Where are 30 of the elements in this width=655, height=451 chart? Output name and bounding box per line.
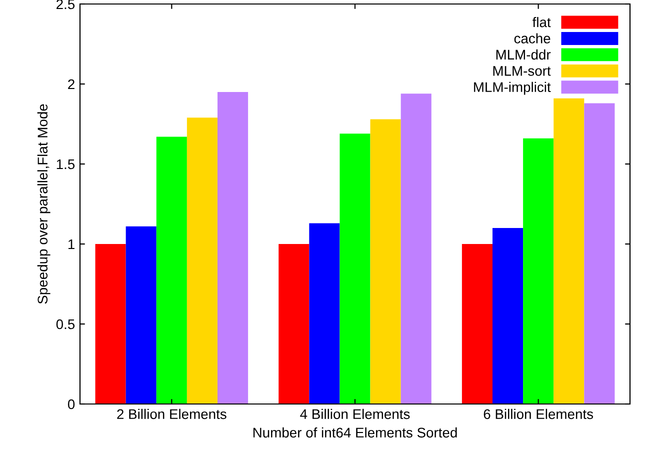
legend-label: MLM-ddr: [496, 49, 551, 60]
x-tick-label: 4 Billion Elements: [300, 408, 410, 420]
bar: [156, 136, 187, 404]
y-tick-label: 0.5: [56, 319, 75, 330]
bar: [186, 118, 218, 404]
bar: [492, 228, 524, 404]
bar: [218, 92, 248, 404]
y-axis-title: Speedup over parallel,Flat Mode: [37, 104, 50, 304]
legend-label: cache: [514, 33, 550, 44]
bar: [278, 244, 310, 404]
legend-label: MLM-sort: [493, 66, 551, 76]
legend-label: flat: [532, 16, 551, 28]
bar: [584, 103, 615, 404]
bar: [340, 134, 370, 404]
bar: [523, 138, 554, 404]
x-axis-title: Number of int64 Elements Sorted: [253, 427, 457, 438]
bar: [400, 94, 432, 404]
bar: [95, 244, 126, 404]
y-tick-label: 1: [68, 239, 74, 250]
bar: [554, 98, 584, 404]
bar: [462, 244, 492, 404]
y-tick-label: 0: [68, 399, 75, 410]
x-tick-label: 6 Billion Elements: [484, 408, 594, 420]
bar: [126, 226, 156, 404]
bar: [309, 223, 340, 404]
y-tick-label: 1.5: [56, 159, 75, 170]
x-tick-label: 2 Billion Elements: [117, 408, 226, 420]
y-tick-label: 2: [68, 79, 74, 90]
legend-label: MLM-implicit: [474, 82, 551, 95]
bar: [370, 119, 401, 404]
